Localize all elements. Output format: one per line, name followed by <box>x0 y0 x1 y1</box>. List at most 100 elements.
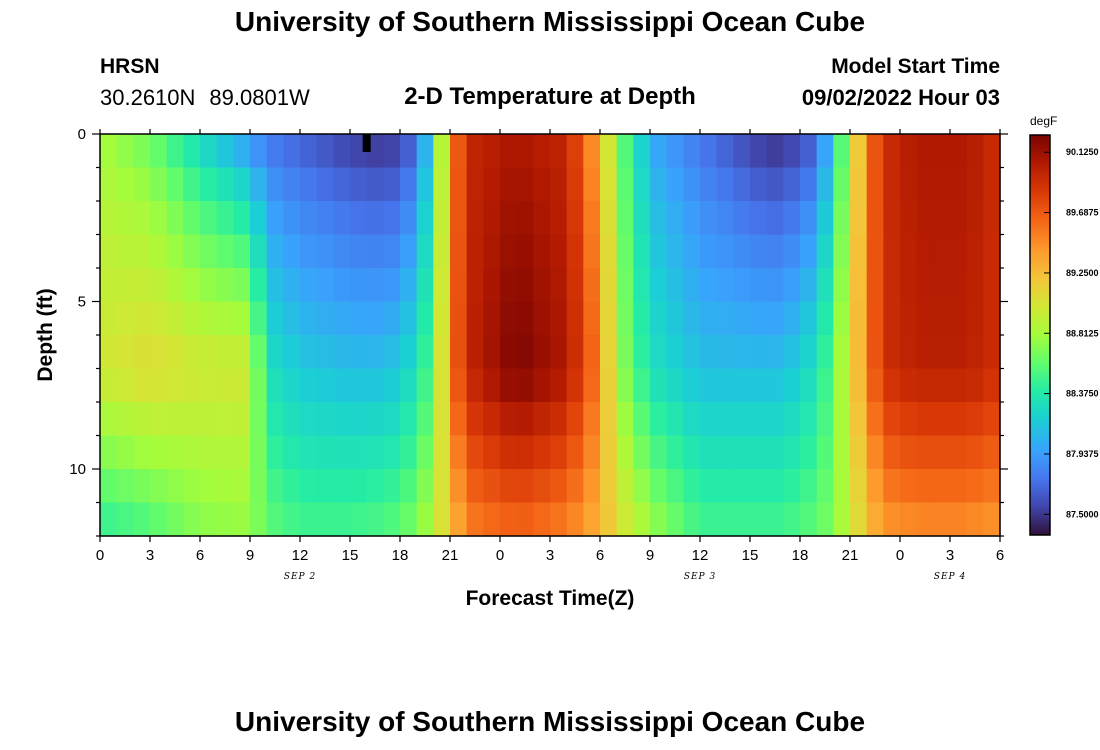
heatmap-cell <box>850 368 868 403</box>
heatmap-cell <box>316 435 334 470</box>
heatmap-cell <box>616 201 634 236</box>
heatmap-cell <box>466 335 484 370</box>
heatmap-cell <box>216 469 234 504</box>
heatmap-cell <box>983 268 1001 303</box>
heatmap-cell <box>416 134 434 169</box>
x-tick-label: 0 <box>896 547 904 564</box>
heatmap-cell <box>466 234 484 269</box>
heatmap-cell <box>183 268 201 303</box>
heatmap-cell <box>216 234 234 269</box>
x-tick-label: 12 <box>292 547 309 564</box>
heatmap-cell <box>800 502 818 537</box>
heatmap-cell <box>816 301 834 336</box>
heatmap-cell <box>450 301 468 336</box>
heatmap-cell <box>150 268 168 303</box>
heatmap-cell <box>700 335 718 370</box>
heatmap-cell <box>750 167 768 202</box>
heatmap-cell <box>700 502 718 537</box>
heatmap-cell <box>183 469 201 504</box>
heatmap-cell <box>650 134 668 169</box>
colorbar-tick-label: 87.9375 <box>1066 449 1099 459</box>
heatmap-cell <box>900 234 918 269</box>
heatmap-cell <box>216 435 234 470</box>
heatmap-cell <box>383 402 401 437</box>
heatmap-cell <box>116 402 134 437</box>
heatmap-cell <box>750 234 768 269</box>
heatmap-cell <box>950 435 968 470</box>
heatmap-cell <box>850 201 868 236</box>
heatmap-cell <box>683 402 701 437</box>
station-name: HRSN <box>100 55 160 78</box>
heatmap-cell <box>433 201 451 236</box>
x-tick-label: 15 <box>742 547 759 564</box>
heatmap-cell <box>150 301 168 336</box>
heatmap-cell <box>733 469 751 504</box>
heatmap-cell <box>133 201 151 236</box>
heatmap-cell <box>233 469 251 504</box>
heatmap-cell <box>900 268 918 303</box>
heatmap-cell <box>816 402 834 437</box>
heatmap-cell <box>733 268 751 303</box>
x-tick-label: 9 <box>246 547 254 564</box>
heatmap-cell <box>816 201 834 236</box>
x-tick-label: 6 <box>196 547 204 564</box>
heatmap-cell <box>683 201 701 236</box>
heatmap-cell <box>300 368 318 403</box>
heatmap-cell <box>716 234 734 269</box>
heatmap-cell <box>166 134 184 169</box>
heatmap-cell <box>333 335 351 370</box>
heatmap-cell <box>266 469 284 504</box>
heatmap-cell <box>583 201 601 236</box>
heatmap-cell <box>616 368 634 403</box>
heatmap-cell <box>100 368 118 403</box>
heatmap-cell <box>416 469 434 504</box>
heatmap-cell <box>233 134 251 169</box>
heatmap-cell <box>633 335 651 370</box>
heatmap-cell <box>850 268 868 303</box>
heatmap-cell <box>233 234 251 269</box>
heatmap-cell <box>133 368 151 403</box>
heatmap-cell <box>933 435 951 470</box>
model-start-label: Model Start Time <box>831 55 1000 78</box>
heatmap-cell <box>116 134 134 169</box>
heatmap-cell <box>433 402 451 437</box>
heatmap-cell <box>166 402 184 437</box>
heatmap-cell <box>950 502 968 537</box>
heatmap-cell <box>833 435 851 470</box>
heatmap-cell <box>600 469 618 504</box>
heatmap-cell <box>883 301 901 336</box>
heatmap-cell <box>250 502 268 537</box>
heatmap-cell <box>283 368 301 403</box>
heatmap-cell <box>350 502 368 537</box>
heatmap-cell <box>866 268 884 303</box>
heatmap-cell <box>533 402 551 437</box>
heatmap-cell <box>716 268 734 303</box>
heatmap-cell <box>883 502 901 537</box>
heatmap-cell <box>766 167 784 202</box>
heatmap-cell <box>383 167 401 202</box>
heatmap-cell <box>483 268 501 303</box>
heatmap-cell <box>366 368 384 403</box>
heatmap-cell <box>566 435 584 470</box>
heatmap-cell <box>200 469 218 504</box>
heatmap-cell <box>716 435 734 470</box>
heatmap-cell <box>150 402 168 437</box>
heatmap-cell <box>533 134 551 169</box>
x-tick-label: 3 <box>146 547 154 564</box>
heatmap-cell <box>366 435 384 470</box>
heatmap-cell <box>783 469 801 504</box>
heatmap-cell <box>766 435 784 470</box>
heatmap-cell <box>766 301 784 336</box>
heatmap-cell <box>133 502 151 537</box>
heatmap-cell <box>100 134 118 169</box>
heatmap-cell <box>333 502 351 537</box>
heatmap-cell <box>700 134 718 169</box>
heatmap-cell <box>633 234 651 269</box>
heatmap-cell <box>783 268 801 303</box>
heatmap-cell <box>583 234 601 269</box>
heatmap-cell <box>816 234 834 269</box>
heatmap-cell <box>633 502 651 537</box>
heatmap-cell <box>200 335 218 370</box>
colorbar-tick-label: 88.3750 <box>1066 389 1099 399</box>
heatmap-cell <box>883 435 901 470</box>
